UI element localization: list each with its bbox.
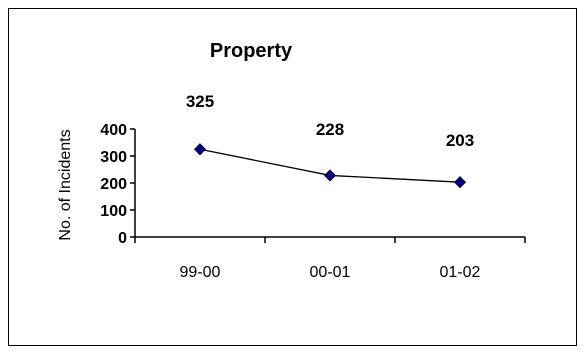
y-tick-label: 300: [100, 149, 127, 166]
data-point-marker: [453, 176, 467, 189]
data-point-marker: [193, 143, 207, 156]
data-point-marker: [323, 169, 337, 182]
y-axis-label: No. of Incidents: [57, 129, 74, 240]
chart-title: Property: [210, 40, 293, 62]
y-tick-label: 0: [118, 230, 127, 247]
x-tick-label: 01-02: [440, 264, 481, 281]
axes: 0 100 200 300 400 99-00 00-01 01-02: [100, 122, 526, 281]
x-tick-label: 99-00: [180, 264, 221, 281]
data-label: 203: [446, 131, 474, 150]
data-label: 228: [316, 120, 344, 139]
y-tick-label: 200: [100, 176, 127, 193]
x-tick-label: 00-01: [310, 264, 351, 281]
data-marks: 325 228 203: [186, 92, 474, 189]
data-label: 325: [186, 92, 214, 111]
y-tick-label: 100: [100, 203, 127, 220]
y-tick-label: 400: [100, 122, 127, 139]
chart-frame: [8, 8, 577, 346]
